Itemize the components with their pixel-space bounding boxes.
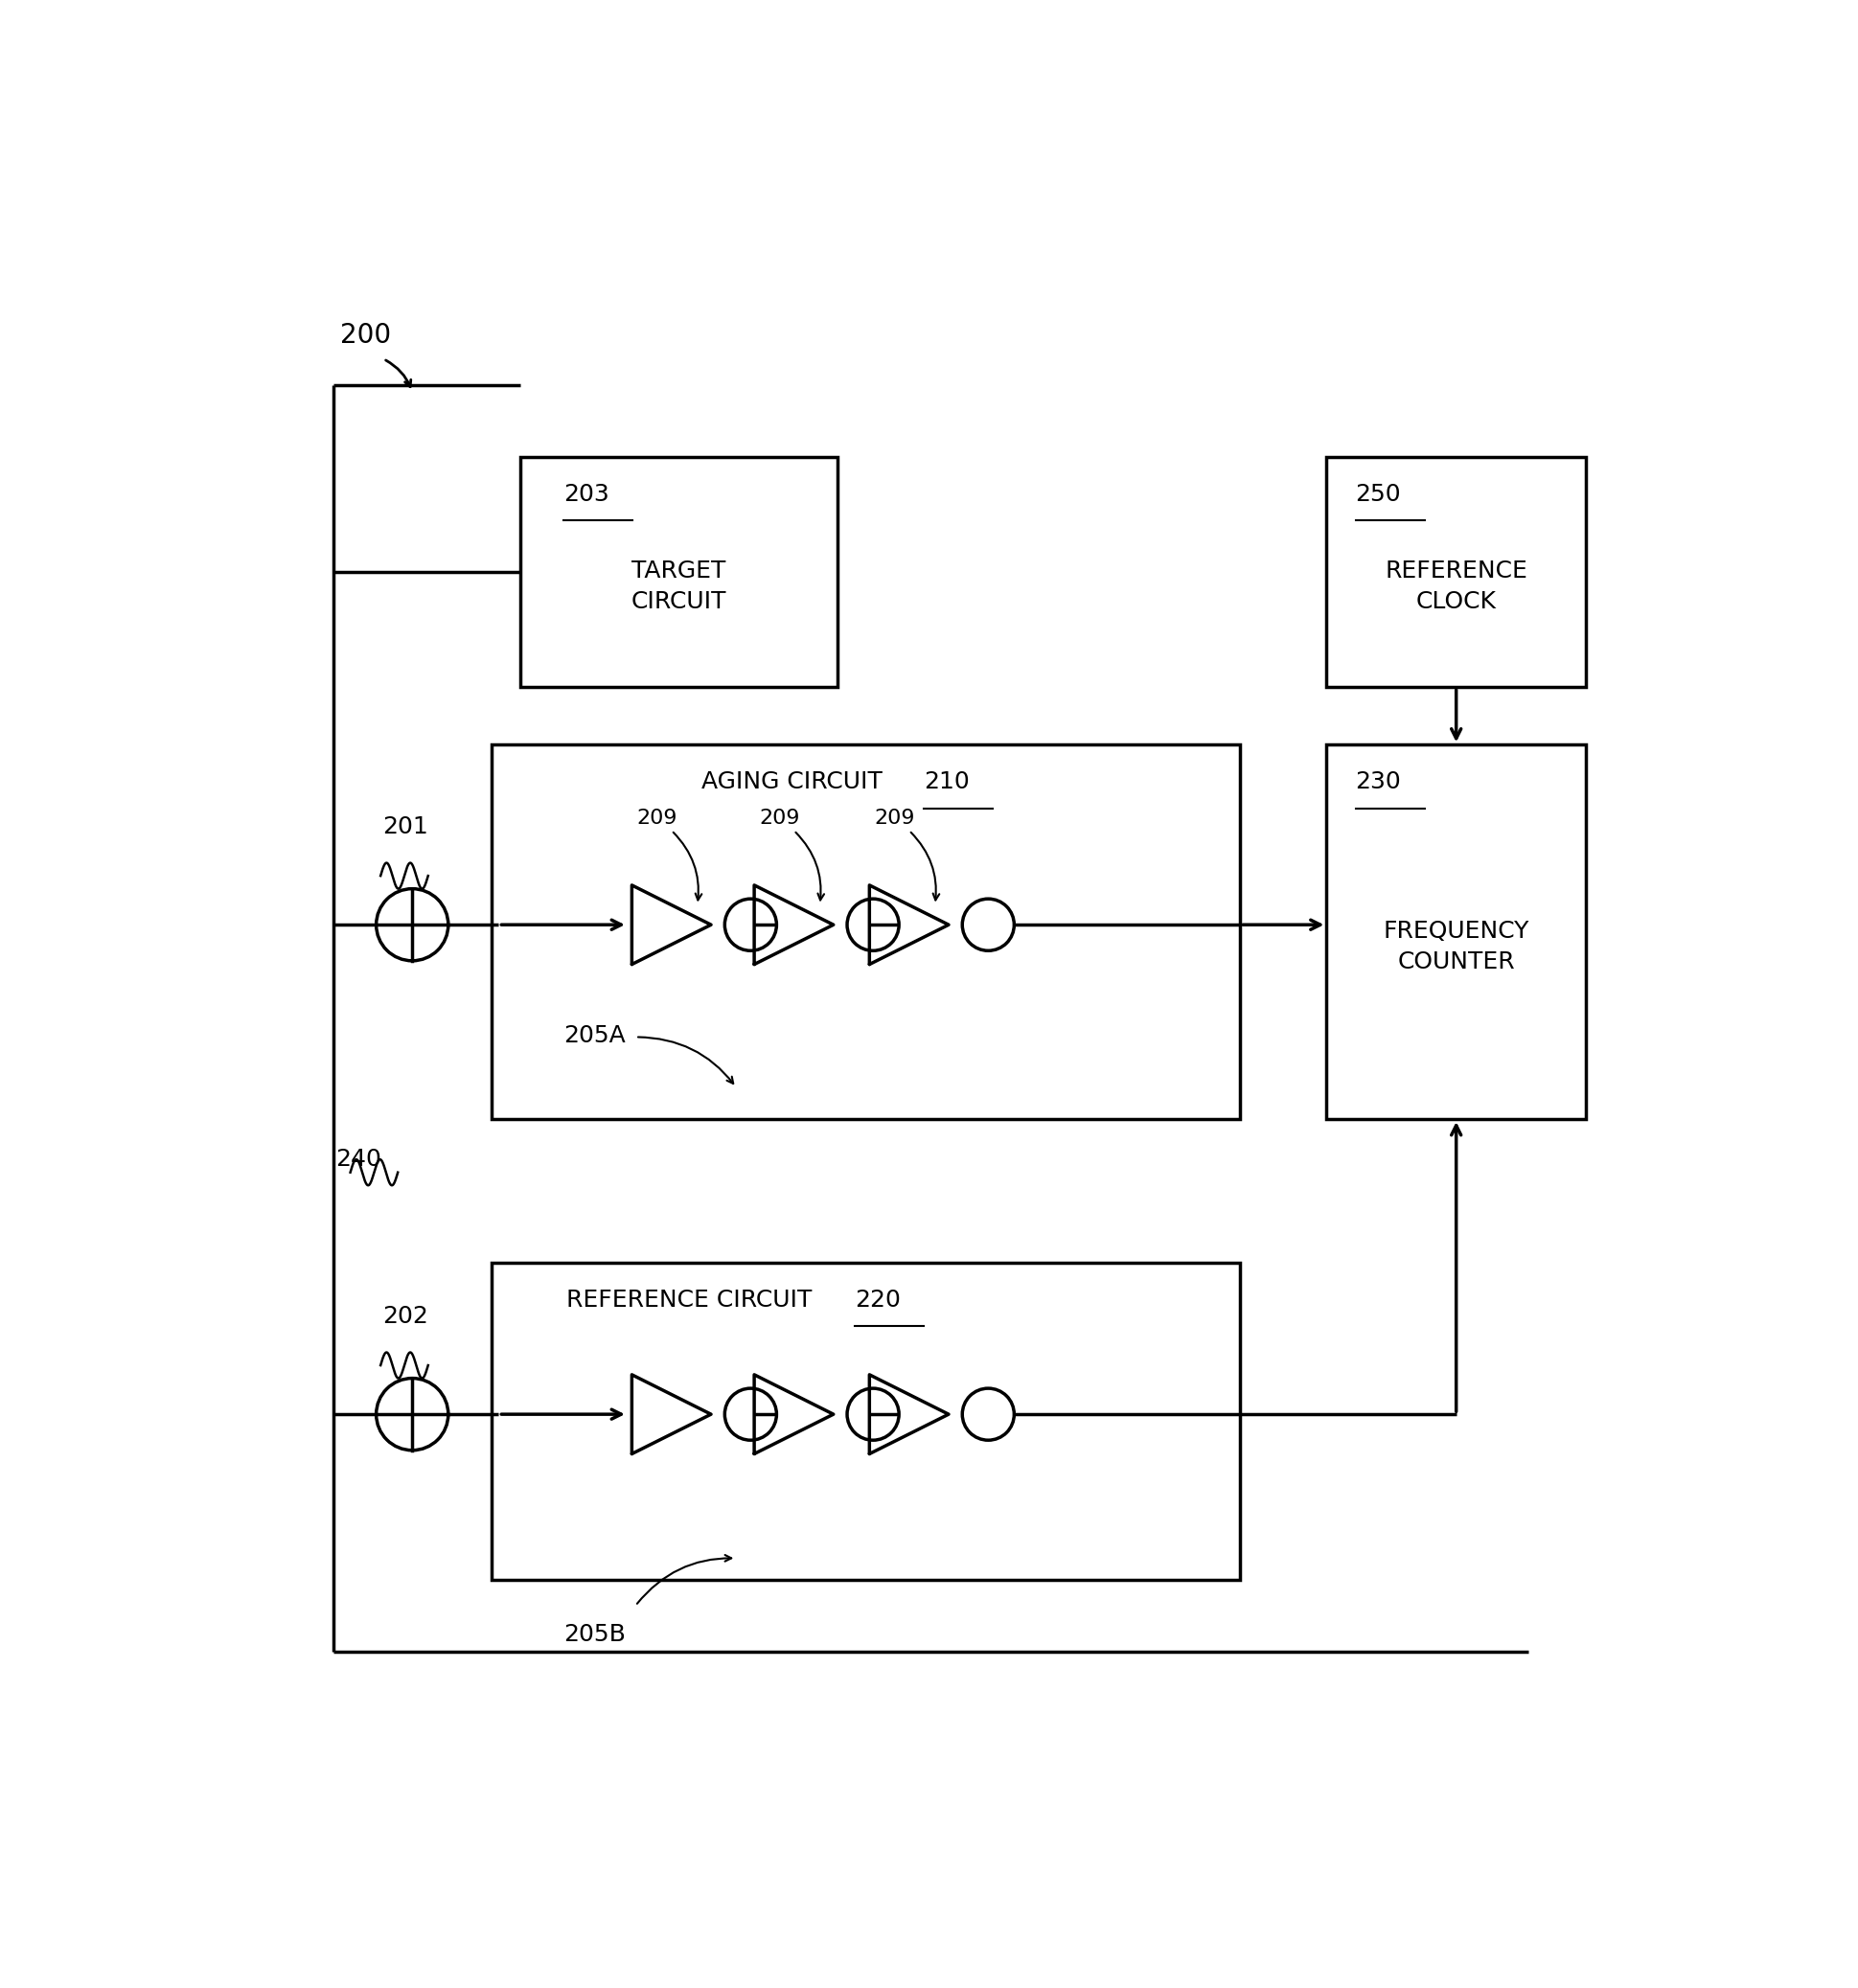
- FancyBboxPatch shape: [491, 1262, 1241, 1580]
- Text: 220: 220: [855, 1288, 901, 1312]
- Text: AGING CIRCUIT: AGING CIRCUIT: [700, 771, 890, 793]
- Text: 205B: 205B: [563, 1622, 626, 1646]
- FancyBboxPatch shape: [491, 746, 1241, 1119]
- Text: REFERENCE CIRCUIT: REFERENCE CIRCUIT: [567, 1288, 819, 1312]
- Text: 201: 201: [383, 815, 427, 839]
- Text: 240: 240: [336, 1147, 381, 1171]
- Text: 209: 209: [637, 809, 678, 827]
- FancyBboxPatch shape: [520, 457, 838, 688]
- Text: TARGET
CIRCUIT: TARGET CIRCUIT: [632, 561, 726, 612]
- Text: 230: 230: [1356, 771, 1401, 793]
- Text: 200: 200: [340, 322, 392, 348]
- Text: 210: 210: [923, 771, 970, 793]
- FancyBboxPatch shape: [1327, 457, 1587, 688]
- Text: 202: 202: [383, 1304, 427, 1328]
- Text: 205A: 205A: [563, 1024, 626, 1048]
- Text: FREQUENCY
COUNTER: FREQUENCY COUNTER: [1382, 920, 1529, 972]
- FancyBboxPatch shape: [1327, 746, 1587, 1119]
- Text: 250: 250: [1356, 483, 1401, 505]
- Text: 203: 203: [563, 483, 609, 505]
- Text: 209: 209: [875, 809, 914, 827]
- Text: REFERENCE
CLOCK: REFERENCE CLOCK: [1384, 561, 1527, 612]
- Text: 209: 209: [760, 809, 799, 827]
